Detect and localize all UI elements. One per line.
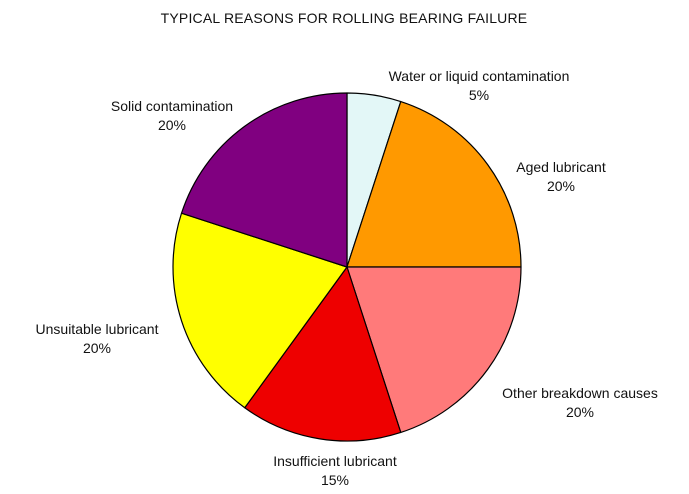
chart-title: TYPICAL REASONS FOR ROLLING BEARING FAIL… [161,10,528,26]
pie-slices [172,92,522,442]
slice-label-solid-contamination: Solid contamination [111,98,233,114]
slice-value-label-water-or-liquid-contamination: 5% [469,87,489,103]
slice-value-label-aged-lubricant: 20% [547,178,575,194]
slice-label-insufficient-lubricant: Insufficient lubricant [273,453,397,469]
slice-label-unsuitable-lubricant: Unsuitable lubricant [36,321,159,337]
slice-label-other-breakdown-causes: Other breakdown causes [502,385,658,401]
slice-label-water-or-liquid-contamination: Water or liquid contamination [389,68,570,84]
pie-slice-aged-lubricant [346,100,522,268]
pie-labels: Water or liquid contamination 5% Aged lubr… [36,68,658,488]
slice-label-aged-lubricant: Aged lubricant [516,159,606,175]
slice-value-label-solid-contamination: 20% [158,117,186,133]
pie-slice-unsuitable-lubricant [172,212,348,409]
slice-value-label-other-breakdown-causes: 20% [566,404,594,420]
slice-value-label-insufficient-lubricant: 15% [321,472,349,488]
pie-slice-insufficient-lubricant [244,266,402,442]
pie-slice-solid-contamination [180,92,348,268]
pie-slice-other-breakdown-causes [346,266,522,434]
slice-value-label-unsuitable-lubricant: 20% [83,340,111,356]
